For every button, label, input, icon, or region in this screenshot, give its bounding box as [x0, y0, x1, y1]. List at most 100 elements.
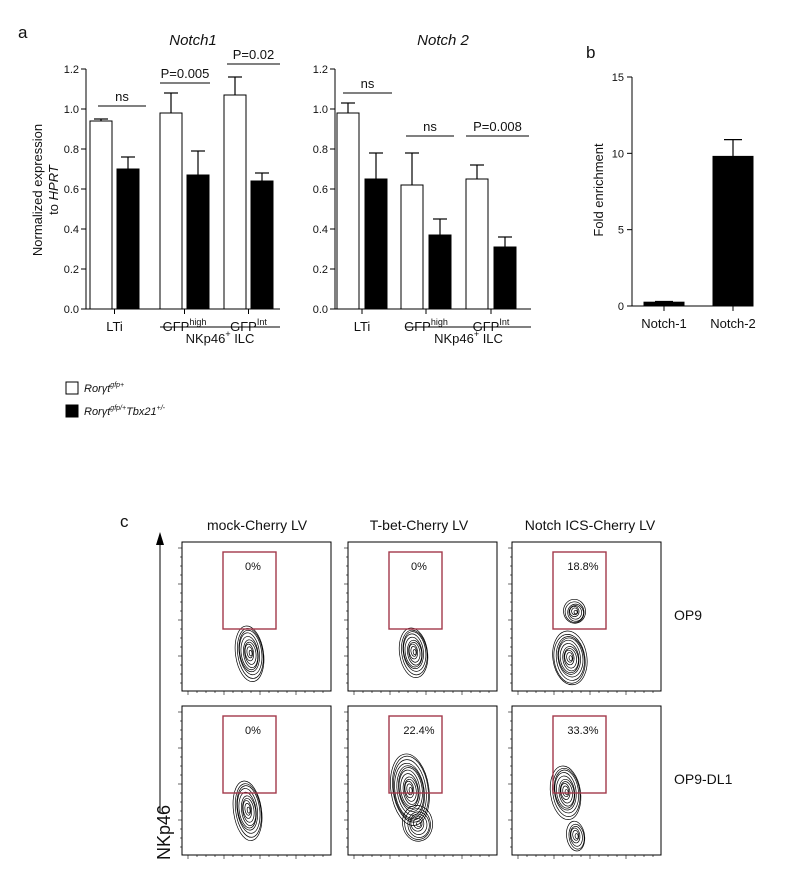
contour-line — [562, 785, 570, 798]
contour-line — [555, 636, 585, 681]
chart-fold-enrichment: 0 5 10 15 Notch-1 Notch-2 — [612, 72, 756, 331]
contour-line — [557, 637, 584, 678]
contour-line — [398, 627, 429, 678]
flow-plot-frame — [511, 705, 662, 856]
category-label: LTi — [106, 319, 123, 334]
bar — [428, 234, 452, 310]
contour-line — [559, 643, 580, 674]
gate-percentage: 22.4% — [403, 725, 434, 737]
contour-line — [238, 629, 263, 676]
y-tick-label: 0.2 — [313, 264, 328, 276]
contour-line — [410, 646, 417, 657]
y-tick-label: 0 — [618, 301, 624, 313]
bar — [493, 246, 517, 310]
gate-percentage: 0% — [411, 561, 427, 573]
gate — [388, 715, 443, 794]
bar — [89, 120, 113, 310]
gate — [222, 715, 277, 794]
sig-label: ns — [361, 76, 375, 91]
bar — [250, 180, 274, 310]
gate-percentage: 18.8% — [567, 561, 598, 573]
nkp46-label: NKp46 — [154, 805, 174, 860]
sig-label: P=0.02 — [233, 47, 275, 62]
bar — [336, 112, 360, 310]
y-tick-label: 0.6 — [313, 184, 328, 196]
contour-line — [238, 791, 257, 829]
contour-line — [567, 603, 584, 622]
contour-line — [409, 813, 428, 835]
contour-line — [568, 823, 585, 850]
nkp46-axis — [156, 532, 164, 813]
contour-line — [412, 649, 417, 655]
gate-percentage: 0% — [245, 725, 261, 737]
contour-line — [553, 634, 586, 684]
contour-line — [407, 811, 430, 838]
contour-line — [552, 767, 581, 817]
contour-line — [244, 803, 251, 816]
contour-line — [236, 785, 261, 834]
y-tick-label: 0.8 — [313, 144, 328, 156]
contour-line — [406, 783, 414, 796]
contour-line — [572, 830, 580, 841]
category-label: LTi — [354, 319, 371, 334]
contour-line — [569, 826, 583, 847]
bar — [465, 178, 489, 310]
contour-line — [408, 643, 419, 660]
y-tick-label: 0.6 — [64, 184, 79, 196]
legend-swatch-mut — [65, 404, 79, 418]
contour-line — [240, 636, 259, 671]
contour-line — [410, 815, 425, 832]
contour-line — [549, 765, 582, 820]
y-tick-label: 0.4 — [313, 224, 328, 236]
bar — [364, 178, 388, 310]
flow-cytometry-grid: mock-Cherry LV T-bet-Cherry LV Notch ICS-C… — [178, 517, 733, 859]
ylabel-line1: Normalized expression — [30, 124, 45, 256]
y-tick-label: 1.0 — [64, 104, 79, 116]
ylabel-line2: to HPRT — [46, 164, 61, 215]
flow-plot: 33.3% — [508, 705, 662, 859]
sig-label: ns — [115, 89, 129, 104]
panel-letter-b: b — [586, 43, 595, 62]
contour-line — [402, 631, 427, 672]
y-tick-label: 5 — [618, 225, 624, 237]
contour-line — [563, 648, 577, 669]
y-tick-label: 1.2 — [313, 64, 328, 76]
flow-plot: 18.8% — [508, 541, 662, 695]
contour-line — [571, 607, 579, 616]
bar — [643, 301, 685, 307]
contour-line — [403, 633, 424, 670]
contour-line — [398, 767, 423, 812]
y-tick-label: 0.4 — [64, 224, 79, 236]
contour-line — [416, 821, 422, 828]
contour-line — [246, 646, 253, 659]
gate — [552, 551, 607, 630]
contour-line — [234, 783, 262, 838]
contour-line — [234, 625, 265, 682]
contour-line — [240, 795, 257, 826]
y-tick-label: 10 — [612, 148, 624, 160]
contour-line — [568, 605, 582, 620]
gate — [388, 551, 443, 630]
bar — [159, 112, 183, 310]
contour-line — [248, 649, 253, 657]
contour-line — [558, 778, 575, 807]
contour-line — [573, 610, 578, 615]
panel-letter-a: a — [18, 23, 28, 42]
contour-line — [239, 632, 260, 673]
contour-line — [408, 642, 421, 663]
contour-line — [242, 798, 255, 823]
contour-line — [566, 652, 574, 663]
category-label: Notch-1 — [641, 316, 687, 331]
group-label: NKp46+ ILC — [186, 329, 255, 346]
flow-column-label: T-bet-Cherry LV — [370, 517, 469, 533]
flow-column-label: Notch ICS-Cherry LV — [525, 517, 656, 533]
panel-b-ylabel-group: Fold enrichment — [591, 143, 606, 237]
flow-plot-frame — [347, 541, 498, 692]
y-tick-label: 0.8 — [64, 144, 79, 156]
flow-plot: 0% — [178, 705, 332, 859]
panel-b-ylabel: Fold enrichment — [591, 143, 606, 237]
contour-line — [232, 780, 263, 841]
